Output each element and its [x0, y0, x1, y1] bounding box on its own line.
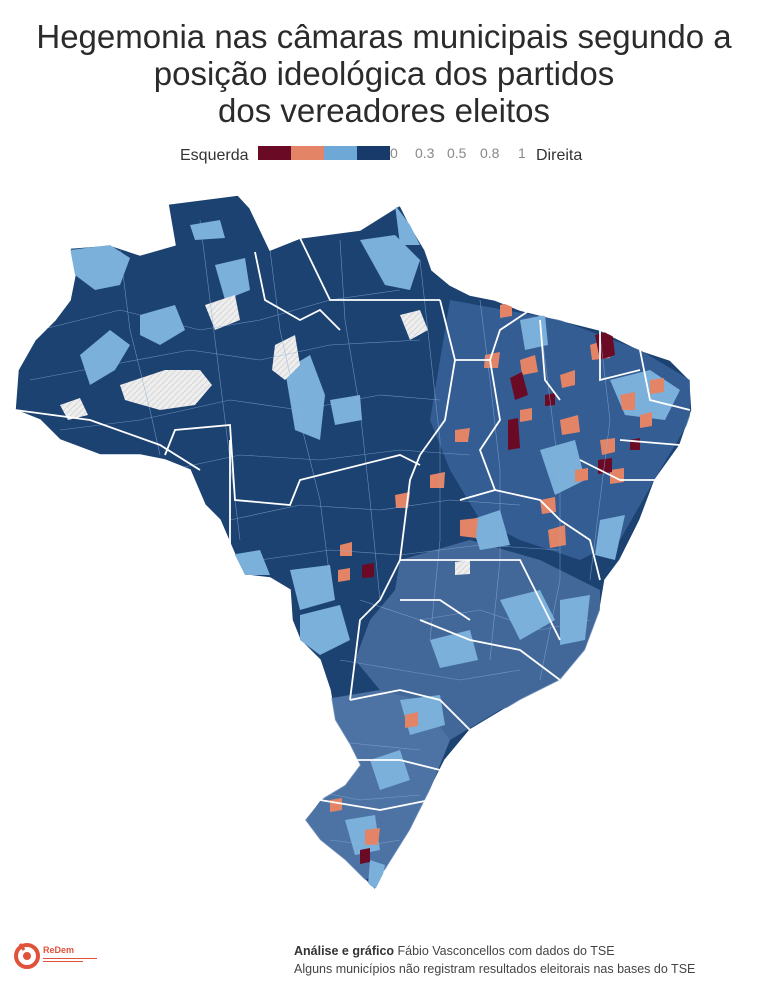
area-centro-direita [80, 330, 130, 385]
area-centro-esquerda [575, 468, 588, 482]
area-centro-esquerda [540, 497, 556, 514]
area-centro-direita [230, 550, 270, 575]
title-line-3: dos vereadores eleitos [217, 92, 551, 129]
municipal-borders [29, 219, 611, 846]
area-esquerda [510, 372, 528, 400]
legend-swatch-centro-esquerda [291, 146, 324, 160]
area-centro-esquerda [600, 438, 615, 455]
area-esquerda [360, 848, 370, 864]
logo-text: ReDem [43, 945, 75, 955]
area-centro-direita [300, 605, 350, 655]
logo-subtext-decoration [43, 957, 99, 964]
area-centro-direita [395, 205, 420, 245]
data-note: Alguns municípios não registram resultad… [294, 962, 696, 976]
area-centro-esquerda [430, 472, 445, 488]
area-centro-direita [290, 565, 335, 610]
area-centro-esquerda [365, 828, 380, 845]
color-legend: Esquerda 0 0.3 0.5 0.8 1 Direita [0, 144, 768, 168]
legend-swatch-esquerda [258, 146, 291, 160]
area-sem-dados [120, 370, 212, 410]
area-sem-dados [400, 310, 428, 340]
redem-logo: ReDem [14, 938, 104, 978]
legend-right-label: Direita [536, 147, 583, 164]
area-centro-direita [285, 355, 325, 440]
area-centro-esquerda [405, 712, 418, 728]
credit-line: Análise e gráfico Fábio Vasconcellos com… [294, 942, 695, 960]
area-centro-esquerda [455, 428, 470, 442]
area-sem-dados [60, 398, 88, 420]
credit-bold: Análise e gráfico [294, 944, 395, 958]
legend-tick: 0 [390, 145, 398, 161]
region-dense-southeast [355, 540, 600, 740]
area-centro-esquerda [520, 355, 538, 375]
area-esquerda [508, 418, 520, 450]
legend-swatch-centro-direita [324, 146, 357, 160]
chart-title: Hegemonia nas câmaras municipais segundo… [0, 18, 768, 129]
area-centro-direita [540, 440, 585, 495]
redem-logo-mark [14, 943, 40, 969]
legend-swatch-direita [357, 146, 390, 160]
area-centro-direita [360, 235, 420, 290]
state-borders [15, 237, 691, 811]
area-esquerda [362, 563, 374, 578]
area-centro-esquerda [520, 408, 532, 422]
title-line-2: posição ideológica dos partidos [153, 55, 615, 92]
credits: Análise e gráfico Fábio Vasconcellos com… [294, 942, 695, 978]
area-centro-esquerda [650, 378, 664, 394]
area-centro-direita [215, 258, 250, 300]
area-centro-esquerda [640, 412, 652, 428]
area-centro-direita [70, 245, 130, 290]
area-centro-direita [190, 220, 225, 240]
area-centro-esquerda [560, 370, 575, 388]
legend-tick: 1 [518, 145, 526, 161]
area-sem-dados [205, 295, 240, 330]
area-centro-direita [560, 595, 590, 645]
area-sem-dados [455, 560, 470, 575]
area-centro-esquerda [500, 302, 512, 318]
area-centro-direita [520, 315, 548, 350]
area-centro-esquerda [340, 542, 352, 556]
area-centro-esquerda [560, 415, 580, 435]
title-line-1: Hegemonia nas câmaras municipais segundo… [36, 18, 732, 55]
area-centro-esquerda [460, 518, 478, 538]
area-centro-direita [140, 305, 185, 345]
legend-tick: 0.8 [480, 145, 500, 161]
area-centro-direita [595, 515, 625, 560]
area-esquerda [630, 438, 640, 450]
area-centro-direita [368, 860, 385, 890]
area-centro-direita [430, 630, 478, 668]
area-centro-direita [330, 395, 362, 425]
credit-author: Fábio Vasconcellos com dados do TSE [394, 944, 615, 958]
area-centro-esquerda [330, 798, 342, 812]
legend-tick: 0.3 [415, 145, 435, 161]
area-centro-esquerda [338, 568, 350, 582]
legend-left-label: Esquerda [180, 147, 249, 164]
legend-tick: 0.5 [447, 145, 467, 161]
area-centro-esquerda [620, 392, 635, 410]
area-centro-esquerda [548, 525, 566, 548]
brazil-municipal-map [14, 194, 693, 892]
